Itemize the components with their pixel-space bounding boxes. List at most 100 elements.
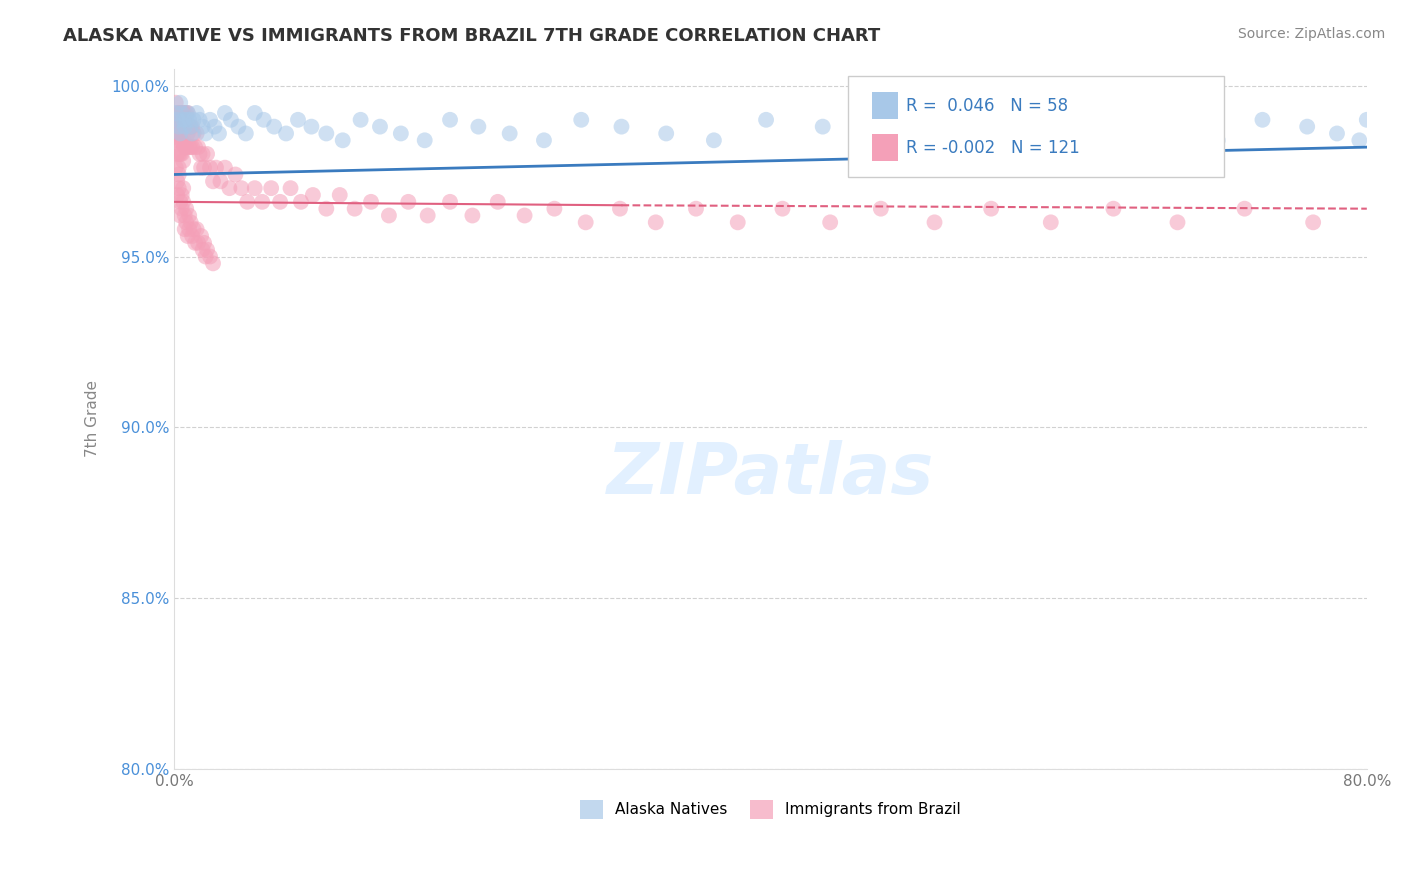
Point <box>655 127 678 141</box>
Point <box>875 127 897 141</box>
Point <box>165 95 187 110</box>
Point <box>167 106 190 120</box>
Point <box>685 202 707 216</box>
Point <box>167 168 190 182</box>
Point <box>869 202 891 216</box>
Point <box>1102 202 1125 216</box>
Point <box>184 140 207 154</box>
Point <box>167 147 190 161</box>
Point <box>174 112 197 127</box>
Text: Source: ZipAtlas.com: Source: ZipAtlas.com <box>1237 27 1385 41</box>
Point <box>181 127 204 141</box>
Point <box>360 194 382 209</box>
Point <box>186 127 208 141</box>
Point <box>179 222 201 236</box>
Bar <box>872 135 898 161</box>
Point <box>941 133 963 147</box>
Point <box>179 209 201 223</box>
Point <box>389 127 412 141</box>
Point <box>208 127 231 141</box>
Point <box>727 215 749 229</box>
Point <box>167 181 190 195</box>
Point <box>274 127 297 141</box>
Point <box>205 161 228 175</box>
Point <box>235 127 257 141</box>
Point <box>170 106 193 120</box>
Point <box>1039 215 1062 229</box>
Point <box>332 133 354 147</box>
Point <box>176 229 198 244</box>
Point <box>486 194 509 209</box>
Point <box>169 133 191 147</box>
Point <box>179 120 201 134</box>
Point <box>191 243 214 257</box>
Point <box>174 106 197 120</box>
Point <box>416 209 439 223</box>
Point <box>260 181 283 195</box>
Point <box>165 112 187 127</box>
Point <box>169 106 191 120</box>
Point <box>170 202 193 216</box>
Point <box>180 120 202 134</box>
Point <box>198 250 221 264</box>
Point <box>1014 112 1036 127</box>
Point <box>176 106 198 120</box>
Point <box>191 120 214 134</box>
Point <box>172 112 194 127</box>
Point <box>1087 120 1109 134</box>
Point <box>174 120 197 134</box>
Point <box>167 120 190 134</box>
Point <box>349 112 371 127</box>
Point <box>169 120 191 134</box>
Point <box>329 188 352 202</box>
Point <box>1251 112 1274 127</box>
FancyBboxPatch shape <box>848 76 1223 178</box>
Point <box>1296 120 1319 134</box>
Point <box>166 120 188 134</box>
Point <box>173 120 195 134</box>
Point <box>1302 215 1324 229</box>
Point <box>180 140 202 154</box>
Point <box>190 229 212 244</box>
Text: R =  0.046   N = 58: R = 0.046 N = 58 <box>907 96 1069 115</box>
Point <box>811 120 834 134</box>
Point <box>228 120 250 134</box>
Point <box>575 215 598 229</box>
Point <box>315 127 337 141</box>
Point <box>818 215 841 229</box>
Point <box>202 256 225 270</box>
Point <box>165 106 187 120</box>
Text: R = -0.002   N = 121: R = -0.002 N = 121 <box>907 139 1080 157</box>
Point <box>195 147 218 161</box>
Point <box>174 215 197 229</box>
Point <box>169 209 191 223</box>
Point <box>263 120 285 134</box>
Point <box>183 127 205 141</box>
Point <box>172 181 194 195</box>
Point <box>252 194 274 209</box>
Point <box>181 120 204 134</box>
Point <box>184 235 207 250</box>
Bar <box>872 93 898 119</box>
Point <box>186 106 208 120</box>
Point <box>772 202 794 216</box>
Point <box>173 222 195 236</box>
Point <box>183 112 205 127</box>
Point <box>167 120 190 134</box>
Point <box>439 194 461 209</box>
Point <box>644 215 666 229</box>
Point <box>219 112 242 127</box>
Point <box>439 112 461 127</box>
Point <box>167 161 190 175</box>
Point <box>280 181 302 195</box>
Point <box>176 127 198 141</box>
Point <box>187 140 209 154</box>
Point <box>513 209 536 223</box>
Point <box>193 235 215 250</box>
Point <box>198 161 221 175</box>
Point <box>287 112 309 127</box>
Point <box>172 120 194 134</box>
Point <box>243 106 266 120</box>
Point <box>533 133 555 147</box>
Point <box>170 106 193 120</box>
